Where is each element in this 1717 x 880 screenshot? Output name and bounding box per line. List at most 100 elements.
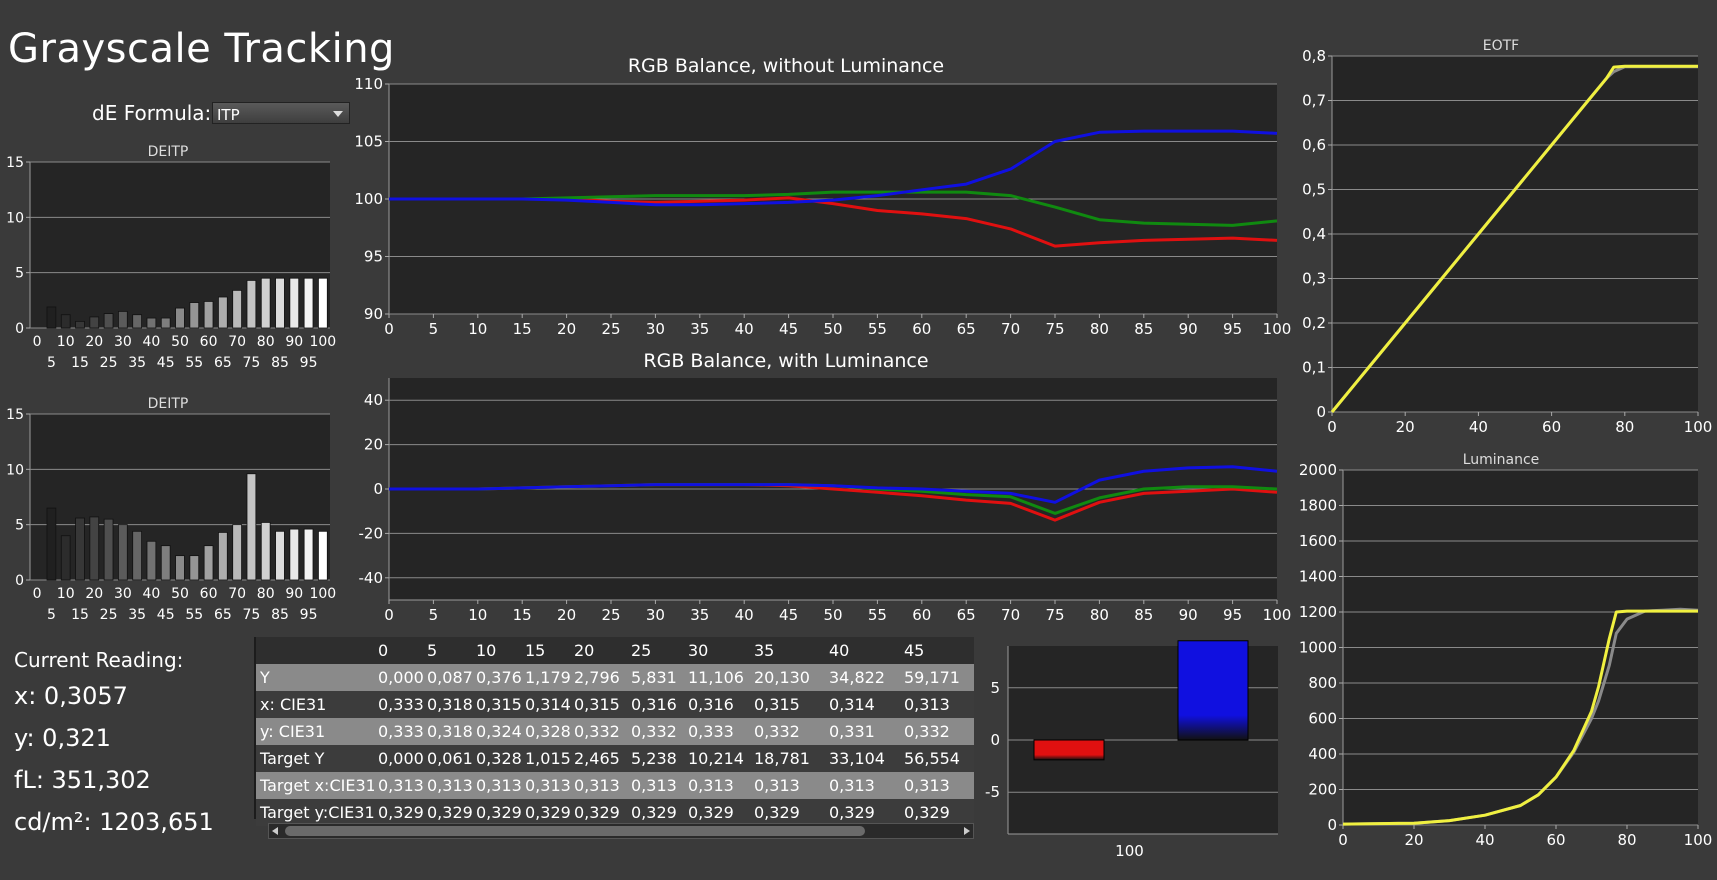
x-tick-label: 75 [243,355,261,371]
bar [1033,739,1105,761]
table-cell: 45 [900,637,974,664]
table-cell: 0,314 [825,691,900,718]
bar [146,317,157,329]
table-cell: 0,332 [627,718,684,745]
y-tick-label: 15 [6,407,24,423]
bar [303,277,314,329]
bar [318,530,328,581]
y-tick-label: 800 [1308,674,1337,692]
x-tick-label: 65 [214,607,232,623]
table-cell: 0,315 [750,691,825,718]
x-tick-label: 100 [1684,831,1713,849]
table-cell: 0,313 [374,772,423,799]
y-tick-label: 2000 [1299,461,1337,479]
bar [175,307,185,329]
table-cell: 0,324 [472,718,521,745]
x-tick-label: 85 [271,607,289,623]
y-tick-label: 95 [364,248,383,266]
current-reading: Current Reading: x: 0,3057 y: 0,321 fL: … [14,648,214,850]
x-tick-label: 70 [1001,606,1020,624]
x-tick-label: 0 [384,320,394,338]
x-tick-label: 35 [690,606,709,624]
bar [132,530,142,581]
x-tick-label: 40 [1469,418,1488,436]
de-formula-select[interactable]: ITP [212,102,350,124]
table-cell: 0,316 [627,691,684,718]
bar [160,317,171,329]
de-formula-value: ITP [217,106,240,124]
scroll-right-icon[interactable] [964,827,970,835]
x-tick-label: 5 [429,320,439,338]
bar [289,277,300,329]
table-row: Target y:CIE31 0,329 0,329 0,329 0,329 0,329 0… [256,799,974,826]
reading-cdm2: cd/m²: 1203,651 [14,808,214,836]
x-tick-label: 95 [1223,606,1242,624]
x-tick-label: 20 [85,334,103,350]
reading-x: x: 0,3057 [14,682,128,710]
x-tick-label: 55 [868,606,887,624]
table-cell: 5 [423,637,472,664]
x-tick-label: 65 [957,606,976,624]
x-tick-label: 0 [33,334,42,350]
table-cell: 35 [750,637,825,664]
x-tick-label: 20 [1404,831,1423,849]
y-tick-label: -40 [359,569,384,587]
bar [89,316,100,329]
table-cell: 30 [684,637,750,664]
x-tick-label: 40 [1475,831,1494,849]
x-tick-label: 25 [100,355,118,371]
bar [60,535,71,581]
chart-title: RGB Balance, without Luminance [628,55,944,77]
table-cell: 0,315 [472,691,521,718]
bar [218,532,228,581]
table-cell: 20,130 [750,664,825,691]
x-tick-label: 0 [384,606,394,624]
table-cell: 0,313 [521,772,570,799]
bar [232,289,242,329]
table-cell: 1,015 [521,745,570,772]
y-tick-label: 200 [1308,781,1337,799]
x-tick-label: 85 [271,355,289,371]
table-cell: 0,329 [825,799,900,826]
x-tick-label: 25 [601,320,620,338]
table-cell: 0,376 [472,664,521,691]
x-tick-label: 90 [285,334,303,350]
rgb-balance-chart: RGB Balance, without Luminance9095100105… [354,55,1291,338]
x-tick-label: 50 [171,586,189,602]
table-cell: 0,313 [900,772,974,799]
x-tick-label: 40 [143,586,161,602]
x-tick-label: 60 [1542,418,1561,436]
y-tick-label: 0,6 [1302,136,1326,154]
x-tick-label: 90 [1179,320,1198,338]
y-tick-label: 5 [15,518,24,534]
bar [89,516,100,581]
table-scrollbar[interactable] [268,823,974,839]
y-tick-label: 10 [6,462,24,478]
table-row: Y 0,000 0,087 0,376 1,179 2,796 5,831 11,106 20,… [256,664,974,691]
y-tick-label: 0,8 [1302,47,1326,65]
table-cell: 0,331 [825,718,900,745]
x-tick-label: 20 [1396,418,1415,436]
luminance-chart: Luminance0200400600800100012001400160018… [1299,452,1713,849]
x-tick-label: 10 [57,334,75,350]
table-cell: 10,214 [684,745,750,772]
scrollbar-thumb[interactable] [285,826,865,836]
series-line [389,465,1278,504]
de-formula-label: dE Formula: [92,101,212,125]
table-cell: 0,328 [472,745,521,772]
x-tick-label: 100 [309,586,336,602]
x-tick-label: 5 [47,355,56,371]
x-tick-label: 95 [300,355,318,371]
table-cell: 0,333 [374,691,423,718]
scroll-left-icon[interactable] [272,827,278,835]
table-cell: 0,329 [750,799,825,826]
table-cell: 56,554 [900,745,974,772]
bar [175,555,185,581]
x-tick-label: 90 [1179,606,1198,624]
reading-fl: fL: 351,302 [14,766,151,794]
x-tick-label: 75 [1045,606,1064,624]
table-cell: 0,318 [423,718,472,745]
chart-title: DEITP [148,396,189,412]
